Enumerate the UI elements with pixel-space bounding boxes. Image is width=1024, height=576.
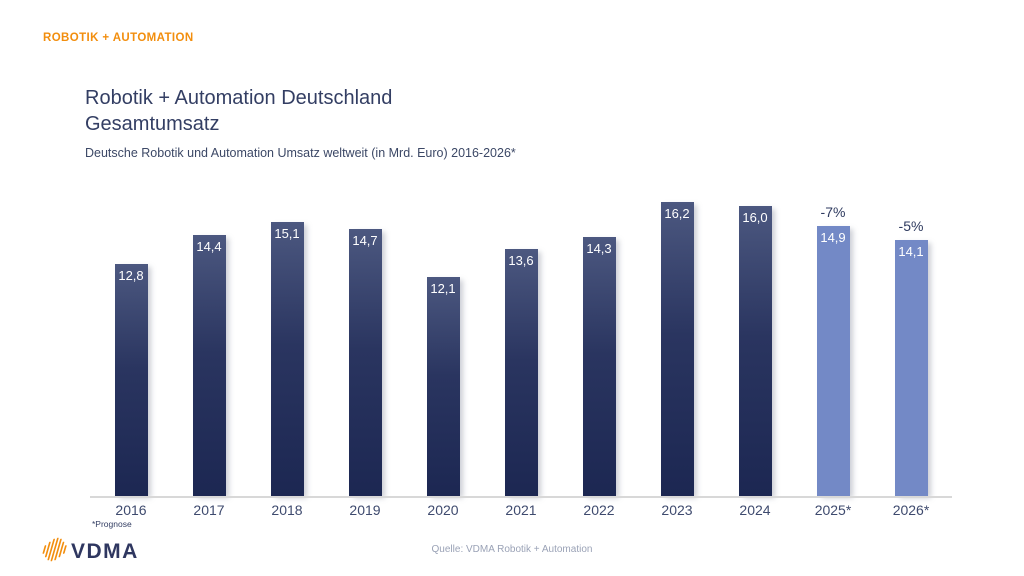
bar-2020: 12,1 bbox=[426, 277, 460, 497]
x-tick-2018: 2018 bbox=[271, 502, 303, 518]
bar-value-label: 12,8 bbox=[118, 268, 144, 283]
brand-header: ROBOTIK + AUTOMATION bbox=[43, 32, 194, 44]
x-tick-2021: 2021 bbox=[505, 502, 537, 518]
bar-value-label: 14,7 bbox=[352, 233, 378, 248]
bar-value-label: 14,9 bbox=[820, 230, 846, 245]
x-tick-2025*: 2025* bbox=[814, 502, 852, 518]
footnote-prognose: *Prognose bbox=[92, 519, 132, 529]
x-tick-2020: 2020 bbox=[427, 502, 459, 518]
bar-2019: 14,7 bbox=[348, 229, 382, 497]
bar-2025*: 14,9 bbox=[816, 226, 850, 497]
annotation-2026*: -5% bbox=[898, 218, 924, 234]
bar-value-label: 12,1 bbox=[430, 281, 456, 296]
bar-2023: 16,2 bbox=[660, 202, 694, 497]
bar-2026*: 14,1 bbox=[894, 240, 928, 497]
vdma-logo-text: VDMA bbox=[71, 540, 139, 563]
x-tick-2022: 2022 bbox=[583, 502, 615, 518]
bar-value-label: 16,2 bbox=[664, 206, 690, 221]
x-tick-2017: 2017 bbox=[193, 502, 225, 518]
x-tick-2023: 2023 bbox=[661, 502, 693, 518]
bar-2018: 15,1 bbox=[270, 222, 304, 497]
bar-2016: 12,8 bbox=[114, 264, 148, 497]
vdma-waveform-icon bbox=[40, 537, 67, 567]
bar-value-label: 15,1 bbox=[274, 226, 300, 241]
page-title: Robotik + Automation Deutschland Gesamtu… bbox=[85, 85, 392, 137]
x-tick-2016: 2016 bbox=[115, 502, 147, 518]
bar-value-label: 13,6 bbox=[508, 253, 534, 268]
x-tick-2026*: 2026* bbox=[892, 502, 930, 518]
x-axis-line bbox=[90, 496, 952, 498]
bar-value-label: 14,3 bbox=[586, 241, 612, 256]
vdma-logo: VDMA bbox=[40, 537, 139, 567]
x-tick-2019: 2019 bbox=[349, 502, 381, 518]
bar-value-label: 14,4 bbox=[196, 239, 222, 254]
page-title-line1: Robotik + Automation Deutschland bbox=[85, 87, 393, 109]
bar-2021: 13,6 bbox=[504, 249, 538, 497]
bar-value-label: 16,0 bbox=[742, 210, 768, 225]
x-tick-2024: 2024 bbox=[739, 502, 771, 518]
source-caption: Quelle: VDMA Robotik + Automation bbox=[431, 544, 593, 555]
bar-2017: 14,4 bbox=[192, 235, 226, 497]
page-title-line2: Gesamtumsatz bbox=[85, 113, 220, 135]
chart-subtitle: Deutsche Robotik und Automation Umsatz w… bbox=[85, 146, 516, 160]
annotation-2025*: -7% bbox=[820, 204, 846, 220]
bar-2022: 14,3 bbox=[582, 237, 616, 497]
bar-2024: 16,0 bbox=[738, 206, 772, 497]
bar-value-label: 14,1 bbox=[898, 244, 924, 259]
